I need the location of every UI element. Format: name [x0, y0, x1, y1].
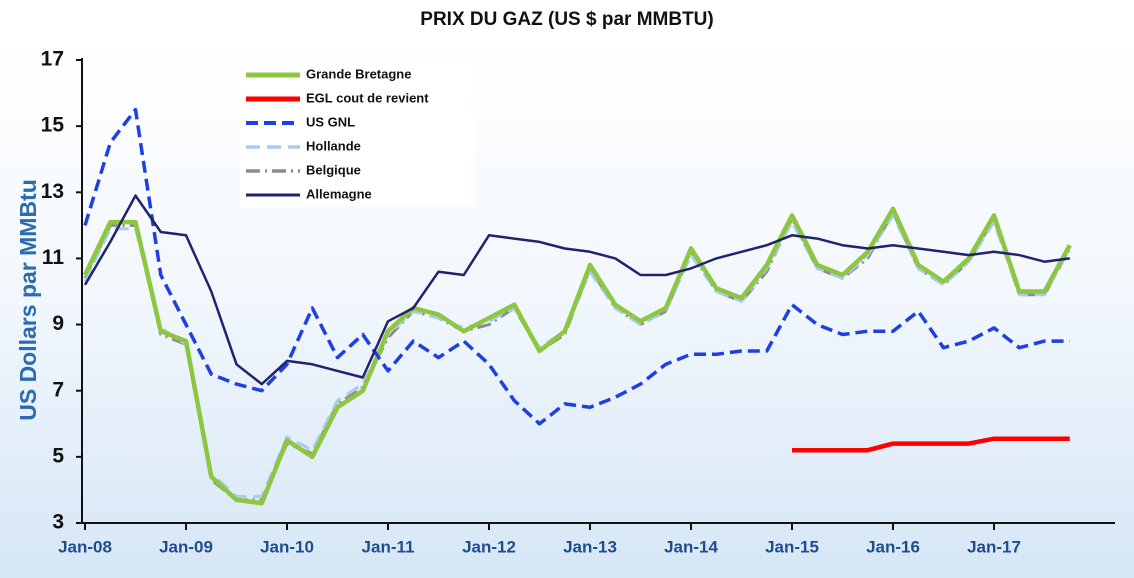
legend-label: EGL cout de revient: [306, 90, 429, 105]
x-tick-label: Jan-17: [967, 537, 1021, 556]
x-tick-label: Jan-16: [866, 537, 920, 556]
x-tick-label: Jan-11: [362, 537, 415, 556]
y-tick-label: 7: [52, 378, 64, 401]
y-tick-label: 5: [52, 444, 64, 467]
legend-label: Grande Bretagne: [306, 66, 411, 81]
x-tick-label: Jan-08: [58, 537, 112, 556]
legend-label: Allemagne: [306, 186, 372, 201]
x-tick-label: Jan-15: [765, 537, 819, 556]
series-line: [82, 206, 1072, 506]
chart-title: PRIX DU GAZ (US $ par MMBTU): [420, 9, 713, 30]
x-tick-label: Jan-10: [260, 537, 314, 556]
series-line: [83, 194, 1070, 386]
x-tick-label: Jan-09: [159, 537, 213, 556]
legend-box: [240, 61, 475, 207]
legend-label: Hollande: [306, 138, 361, 153]
y-tick-label: 13: [41, 180, 64, 203]
y-tick-label: 3: [52, 511, 64, 534]
y-tick-label: 9: [52, 312, 64, 335]
background: [0, 40, 1134, 578]
series-line: [792, 436, 1070, 453]
y-axis-label: US Dollars par MMBtu: [15, 179, 41, 421]
legend-label: US GNL: [306, 114, 355, 129]
x-tick-label: Jan-14: [664, 537, 718, 556]
legend-label: Belgique: [306, 162, 361, 177]
x-tick-label: Jan-13: [563, 537, 617, 556]
y-tick-label: 11: [42, 246, 65, 269]
x-tick-label: Jan-12: [462, 537, 516, 556]
y-tick-label: 15: [41, 114, 65, 137]
y-tick-label: 17: [41, 48, 64, 71]
